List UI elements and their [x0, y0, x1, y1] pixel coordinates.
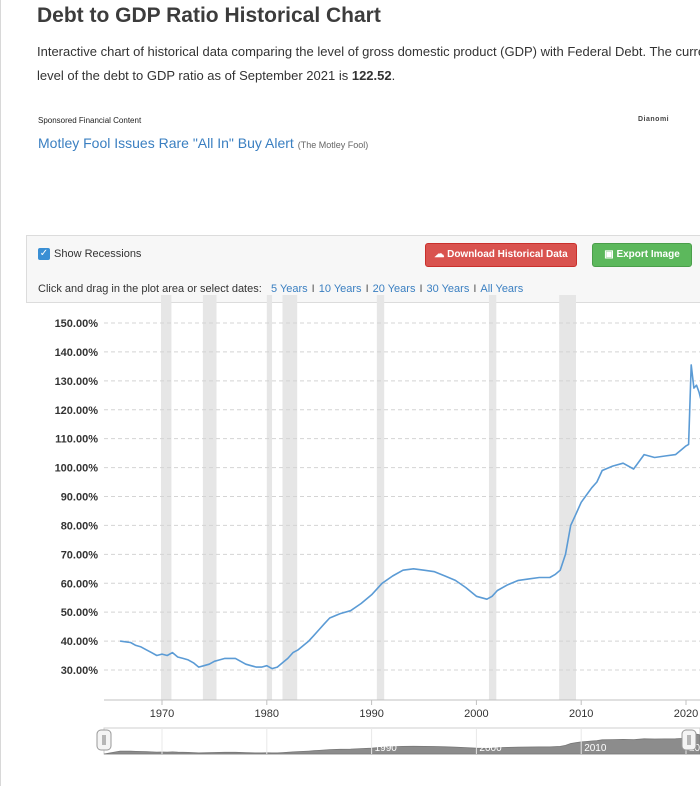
y-tick-label: 100.00%	[55, 463, 99, 475]
sponsored-link-text[interactable]: Motley Fool Issues Rare "All In" Buy Ale…	[38, 135, 294, 151]
download-button-label: Download Historical Data	[447, 249, 568, 260]
navigator-tick-label: 1970	[165, 743, 188, 754]
y-tick-label: 50.00%	[61, 607, 99, 619]
current-ratio-value: 122.52	[351, 68, 392, 83]
show-recessions-checkbox[interactable]: ✓	[38, 248, 50, 260]
recession-band	[488, 295, 497, 700]
y-tick-label: 60.00%	[61, 578, 99, 590]
left-border	[0, 0, 1, 786]
recession-band	[376, 295, 385, 700]
recession-band	[266, 295, 273, 700]
download-historical-data-button[interactable]: ☁ Download Historical Data	[425, 243, 577, 267]
date-range-prompt: Click and drag in the plot area or selec…	[38, 283, 262, 295]
navigator-tick-label: 1990	[375, 743, 398, 754]
dianomi-logo: Dianomi	[638, 116, 670, 123]
range-5-years[interactable]: 5 Years	[270, 283, 308, 295]
page-description: Interactive chart of historical data com…	[37, 40, 700, 88]
description-line-1: Interactive chart of historical data com…	[37, 44, 700, 59]
recession-band	[160, 295, 172, 700]
sponsored-link[interactable]: Motley Fool Issues Rare "All In" Buy Ale…	[38, 135, 368, 151]
x-tick-label: 1980	[255, 708, 279, 720]
y-tick-label: 80.00%	[61, 520, 99, 532]
sponsored-label: Sponsored Financial Content	[38, 116, 142, 125]
y-tick-label: 90.00%	[61, 492, 99, 504]
export-image-button[interactable]: ▣ Export Image	[592, 243, 692, 267]
navigator-tick-label: 2000	[479, 743, 502, 754]
y-tick-label: 30.00%	[61, 665, 99, 677]
x-tick-label: 2000	[464, 708, 488, 720]
chart-toolbar: ✓ Show Recessions ☁ Download Historical …	[26, 235, 700, 303]
range-10-years[interactable]: 10 Years	[318, 283, 362, 295]
y-tick-label: 110.00%	[55, 434, 98, 446]
range-30-years[interactable]: 30 Years	[426, 283, 470, 295]
range-20-years[interactable]: 20 Years	[372, 283, 416, 295]
x-tick-label: 1970	[150, 708, 174, 720]
y-tick-label: 140.00%	[55, 347, 99, 359]
range-all-years[interactable]: All Years	[480, 283, 524, 295]
y-tick-label: 40.00%	[61, 636, 99, 648]
checkmark-icon: ✓	[39, 248, 49, 259]
sponsored-link-source: (The Motley Fool)	[297, 140, 369, 150]
navigator-right-handle[interactable]	[681, 729, 697, 751]
y-tick-label: 70.00%	[61, 549, 99, 561]
navigator-tick-label: 2010	[584, 743, 607, 754]
x-tick-label: 2020	[674, 708, 698, 720]
x-tick-label: 2010	[569, 708, 593, 720]
y-tick-label: 120.00%	[55, 405, 99, 417]
navigator-tick-label: 1980	[270, 743, 293, 754]
recession-band	[559, 295, 576, 700]
description-suffix: .	[391, 68, 396, 83]
show-recessions-label[interactable]: Show Recessions	[54, 248, 142, 260]
x-tick-label: 1990	[359, 708, 383, 720]
cloud-download-icon: ☁	[434, 249, 445, 260]
description-line-2: level of the debt to GDP ratio as of Sep…	[37, 68, 352, 83]
recession-band	[202, 295, 217, 700]
page-title: Debt to GDP Ratio Historical Chart	[37, 4, 381, 27]
export-button-label: Export Image	[616, 249, 680, 260]
debt-to-gdp-line	[119, 364, 700, 670]
navigator-left-handle[interactable]	[96, 729, 112, 751]
image-icon: ▣	[604, 249, 614, 260]
recession-band	[282, 295, 298, 700]
y-tick-label: 130.00%	[55, 376, 99, 388]
y-tick-label: 150.00%	[55, 318, 99, 330]
date-range-selector: Click and drag in the plot area or selec…	[38, 283, 524, 295]
navigator-area	[103, 732, 700, 755]
